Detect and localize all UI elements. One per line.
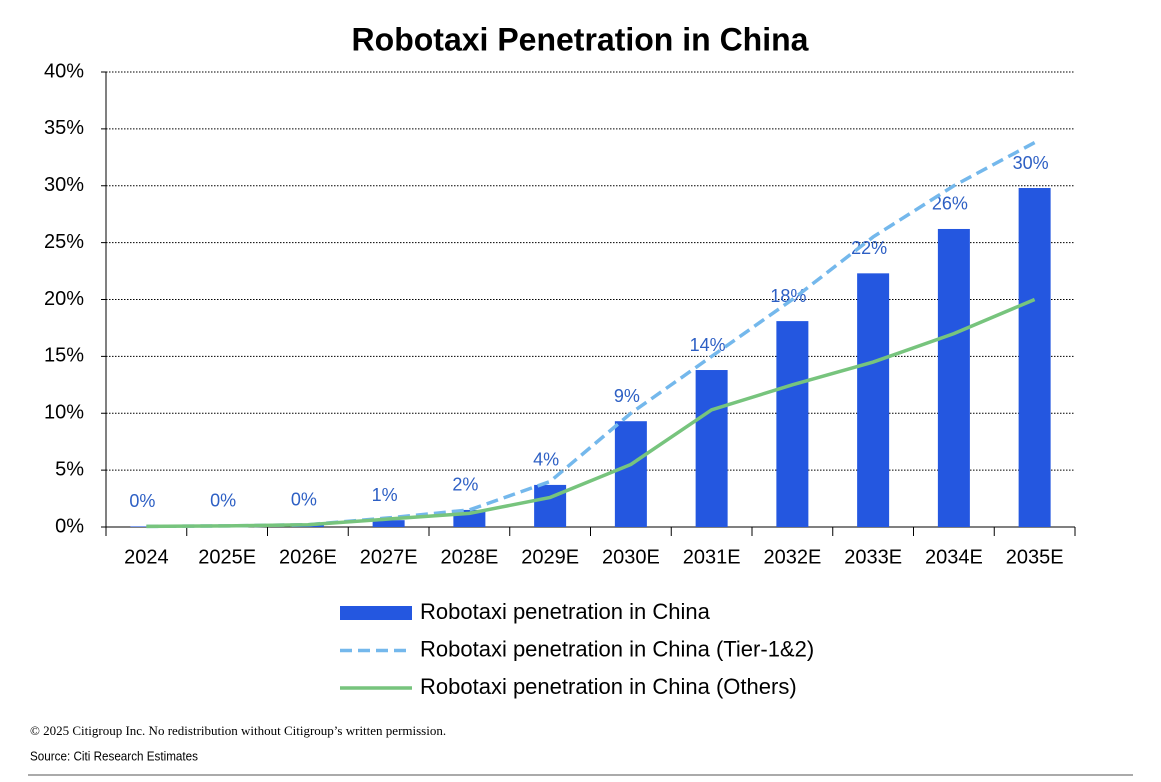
y-tick-label: 5% (55, 458, 84, 480)
bar (1018, 188, 1051, 527)
bar (614, 421, 647, 527)
x-tick-label: 2034E (925, 546, 983, 568)
x-tick-label: 2032E (763, 546, 821, 568)
value-label: 2% (452, 475, 478, 495)
value-label: 0% (129, 491, 155, 511)
value-label: 14% (690, 335, 726, 355)
y-tick-label: 20% (44, 288, 84, 310)
x-tick-label: 2026E (279, 546, 337, 568)
x-tick-label: 2027E (360, 546, 418, 568)
bar (372, 520, 405, 527)
footnote: © 2025 Citigroup Inc. No redistribution … (30, 723, 446, 738)
legend-label: Robotaxi penetration in China (Others) (420, 674, 797, 699)
x-tick-label: 2035E (1006, 546, 1064, 568)
value-label: 9% (614, 386, 640, 406)
y-tick-label: 10% (44, 402, 84, 424)
y-tick-label: 0% (55, 515, 84, 537)
bar (695, 370, 728, 527)
source: Source: Citi Research Estimates (30, 748, 198, 763)
y-tick-label: 40% (44, 60, 84, 82)
x-tick-label: 2033E (844, 546, 902, 568)
x-tick-label: 2025E (198, 546, 256, 568)
bar (937, 228, 970, 527)
x-tick-label: 2028E (440, 546, 498, 568)
value-label: 26% (932, 194, 968, 214)
legend-swatch (340, 606, 412, 620)
value-label: 22% (851, 238, 887, 258)
y-tick-label: 25% (44, 231, 84, 253)
line (146, 297, 1036, 529)
value-label: 1% (372, 485, 398, 505)
x-tick-label: 2031E (683, 546, 741, 568)
bar (776, 321, 809, 527)
line (146, 140, 1036, 529)
y-tick-label: 35% (44, 117, 84, 139)
legend-label: Robotaxi penetration in China (Tier-1&2) (420, 636, 814, 661)
bar (857, 273, 890, 527)
value-label: 0% (210, 491, 236, 511)
x-tick-label: 2030E (602, 546, 660, 568)
legend-label: Robotaxi penetration in China (420, 599, 711, 624)
value-label: 0% (291, 489, 317, 509)
y-tick-label: 30% (44, 174, 84, 196)
bar (130, 526, 163, 527)
value-label: 4% (533, 450, 559, 470)
value-label: 18% (770, 286, 806, 306)
y-tick-label: 15% (44, 345, 84, 367)
x-tick-label: 2024 (124, 546, 169, 568)
chart-title: Robotaxi Penetration in China (352, 21, 809, 57)
x-tick-label: 2029E (521, 546, 579, 568)
value-label: 30% (1013, 153, 1049, 173)
